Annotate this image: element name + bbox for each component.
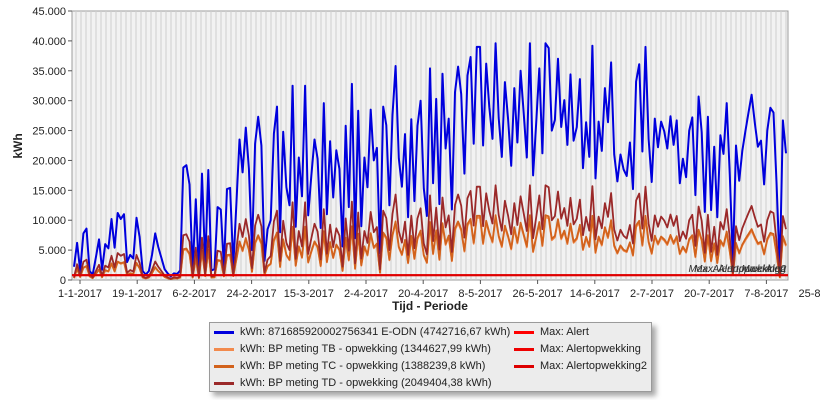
x-axis-label: Tijd - Periode — [392, 299, 468, 313]
legend-label: Max: Alertopwekking — [540, 343, 641, 355]
y-tick-label: 40.000 — [32, 36, 66, 48]
y-tick-label: 25.000 — [32, 126, 66, 138]
x-tick-label: 1-1-2017 — [58, 288, 102, 300]
y-tick-label: 30.000 — [32, 96, 66, 108]
y-tick-label: 10.000 — [32, 215, 66, 227]
legend-label: Max: Alertopwekking2 — [540, 360, 647, 372]
x-tick-label: 19-1-2017 — [112, 288, 162, 300]
y-axis-label: kWh — [11, 133, 25, 158]
x-tick-label: 24-2-2017 — [227, 288, 277, 300]
legend: kWh: 871685920002756341 E-ODN (4742716,6… — [209, 322, 652, 392]
x-tick-label: 20-4-2017 — [398, 288, 448, 300]
y-tick-label: 5.000 — [38, 245, 66, 257]
max-annotation: Max: Alert — [741, 264, 787, 275]
legend-swatch — [214, 365, 234, 368]
x-tick-label: 25-8-2017 — [799, 288, 820, 300]
x-tick-label: 26-5-2017 — [513, 288, 563, 300]
legend-label: kWh: BP meting TB - opwekking (1344627,9… — [240, 343, 491, 355]
legend-swatch — [514, 348, 534, 351]
legend-label: Max: Alert — [540, 326, 589, 338]
x-tick-label: 20-7-2017 — [684, 288, 734, 300]
y-tick-label: 15.000 — [32, 185, 66, 197]
line-chart: 0 5.000 10.000 15.000 20.000 25.000 30.000 35.0… — [11, 6, 820, 313]
x-tick-label: 2-4-2017 — [344, 288, 388, 300]
x-tick-label: 15-3-2017 — [284, 288, 334, 300]
series-line-2 — [73, 214, 787, 280]
y-tick-label: 0 — [60, 275, 66, 287]
series-line-3 — [73, 184, 787, 280]
x-tick-label: 8-5-2017 — [458, 288, 502, 300]
legend-swatch — [514, 365, 534, 368]
y-tick-label: 35.000 — [32, 66, 66, 78]
legend-label: kWh: 871685920002756341 E-ODN (4742716,6… — [240, 326, 511, 338]
x-tick-label: 6-2-2017 — [172, 288, 216, 300]
legend-swatch — [214, 331, 234, 334]
y-tick-label: 45.000 — [32, 6, 66, 18]
legend-label: kWh: BP meting TC - opwekking (1388239,8… — [240, 360, 486, 372]
legend-swatch — [514, 331, 534, 334]
legend-label: kWh: BP meting TD - opwekking (2049404,3… — [240, 377, 492, 389]
y-tick-label: 20.000 — [32, 155, 66, 167]
legend-swatch — [214, 348, 234, 351]
x-tick-label: 7-8-2017 — [744, 288, 788, 300]
x-tick-label: 2-7-2017 — [630, 288, 674, 300]
x-tick-label: 14-6-2017 — [570, 288, 620, 300]
max-annotation: Max: Alertopwekking2 — [689, 264, 787, 275]
legend-swatch — [214, 382, 234, 385]
max-annotation: Max: Alertopwekking — [694, 264, 786, 275]
